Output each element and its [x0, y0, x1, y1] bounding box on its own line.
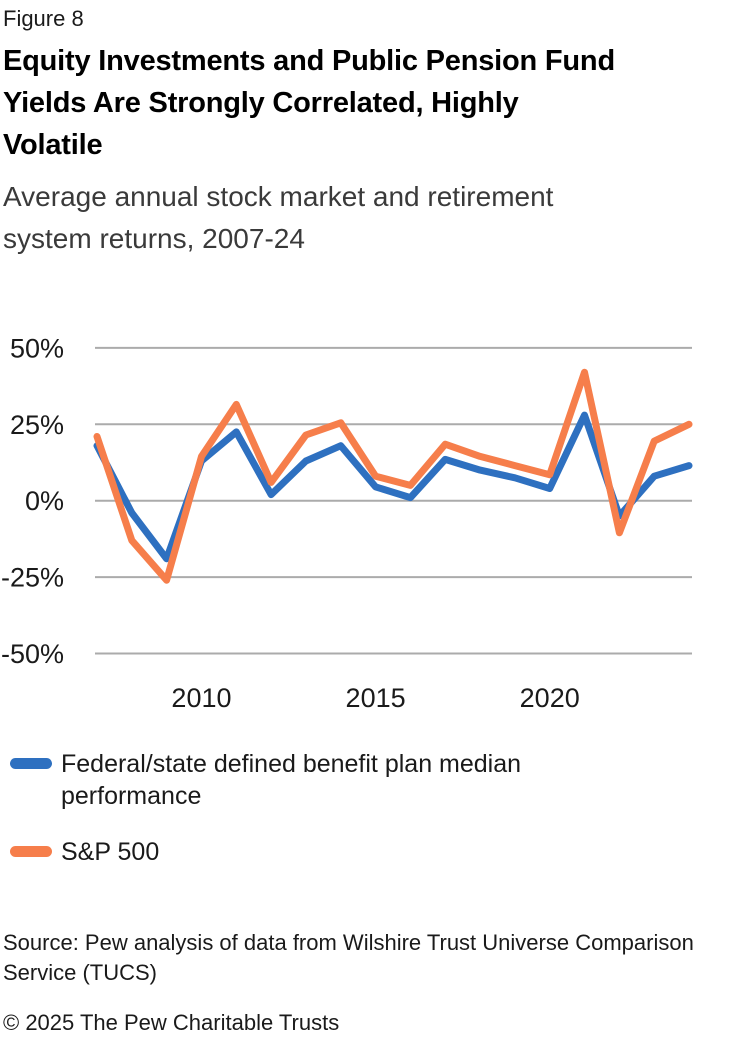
figure-label: Figure 8 — [3, 6, 84, 31]
y-axis-tick--50%: -50% — [1, 639, 64, 669]
y-axis-tick--25%: -25% — [1, 563, 64, 593]
chart-svg: 50% 25% 0% -25% -50% 2010 2015 2020 — [1, 333, 693, 713]
y-axis-tick-50%: 50% — [10, 333, 64, 363]
copyright-note: © 2025 The Pew Charitable Trusts — [3, 1010, 340, 1035]
legend-label-pension: Federal/state defined benefit plan media… — [61, 748, 521, 812]
sp500-series-swatch-icon — [10, 846, 52, 857]
chart-subtitle-line-1: Average annual stock market and retireme… — [3, 181, 554, 212]
legend-item-sp500: S&P 500 — [10, 836, 521, 868]
legend-label-pension-line-1: Federal/state defined benefit plan media… — [61, 750, 522, 778]
legend-label-pension-line-2: performance — [61, 782, 202, 810]
chart-title-line-2: Yields Are Strongly Correlated, Highly — [3, 87, 519, 119]
source-line-1: Source: Pew analysis of data from Wilshi… — [3, 930, 694, 955]
x-axis-tick-2010: 2010 — [171, 683, 231, 713]
series-line-sp500 — [93, 368, 693, 584]
chart-subtitle: Average annual stock market and retireme… — [3, 176, 729, 260]
chart-title-line-3: Volatile — [3, 129, 103, 161]
chart-title: Equity Investments and Public Pension Fu… — [3, 40, 729, 166]
chart-title-line-1: Equity Investments and Public Pension Fu… — [3, 45, 615, 77]
line-chart: 50% 25% 0% -25% -50% 2010 2015 2020 — [0, 320, 732, 716]
legend-item-pension: Federal/state defined benefit plan media… — [10, 748, 521, 812]
x-axis-tick-2020: 2020 — [520, 683, 580, 713]
source-note: Source: Pew analysis of data from Wilshi… — [3, 928, 731, 988]
legend-label-sp500: S&P 500 — [61, 838, 160, 866]
chart-legend: Federal/state defined benefit plan media… — [10, 748, 521, 868]
source-line-2: Service (TUCS) — [3, 960, 158, 985]
pension-series-swatch-icon — [10, 758, 52, 769]
y-axis-tick-25%: 25% — [10, 410, 64, 440]
chart-subtitle-line-2: system returns, 2007-24 — [3, 223, 305, 254]
y-axis-tick-0%: 0% — [25, 486, 64, 516]
x-axis-tick-2015: 2015 — [346, 683, 406, 713]
